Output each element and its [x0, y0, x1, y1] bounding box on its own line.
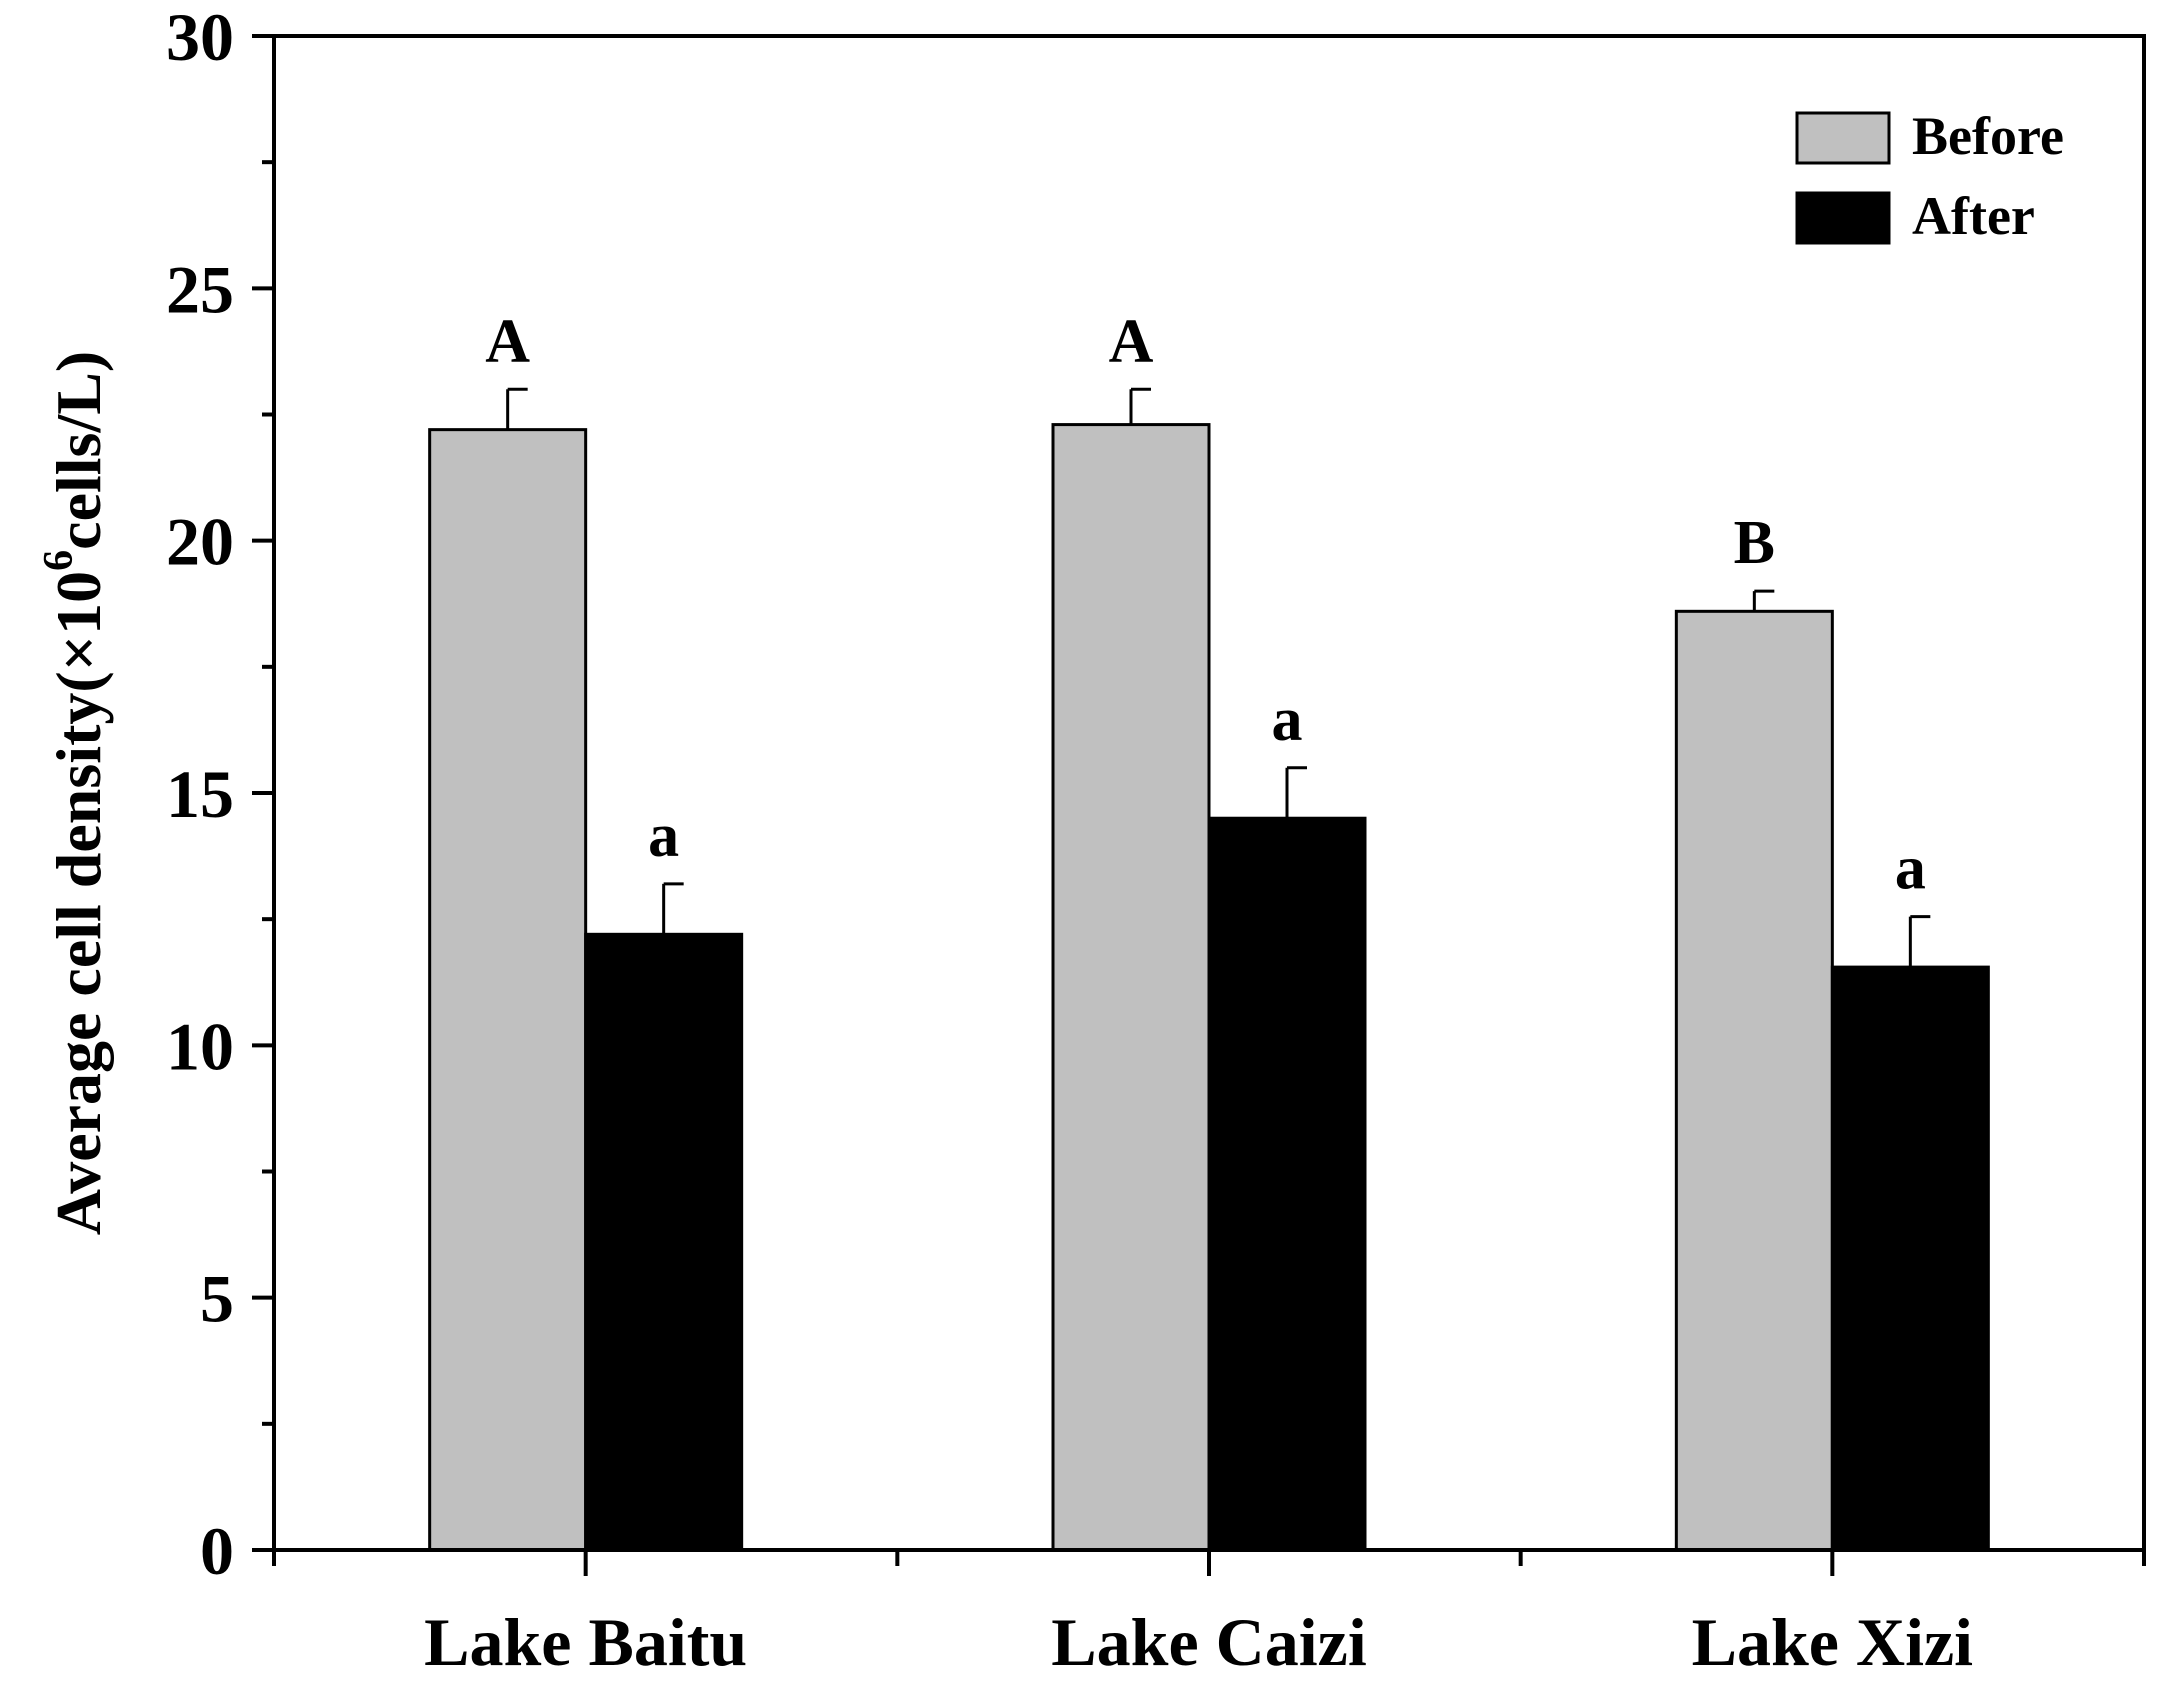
bar-before [428, 428, 588, 1552]
bar-after [1830, 965, 1990, 1552]
legend-label-before: Before [1912, 106, 2064, 166]
y-tick-label: 5 [200, 1261, 234, 1337]
error-bars [506, 387, 1931, 968]
y-tick-label: 20 [166, 504, 234, 580]
significance-letter: a [1272, 686, 1303, 754]
x-tick-label: Lake Baitu [424, 1604, 747, 1680]
x-tick-label: Lake Caizi [1051, 1604, 1366, 1680]
x-tick-label: Lake Xizi [1692, 1604, 1973, 1680]
legend-swatch-before [1795, 111, 1891, 165]
y-tick-label: 30 [166, 0, 234, 75]
significance-letter: a [648, 802, 679, 870]
bar-before [1051, 423, 1211, 1552]
y-axis-title-main: Average cell density(×10 [43, 571, 114, 1235]
legend-swatch-after [1795, 191, 1891, 245]
y-axis-title-end: cells/L) [43, 351, 114, 550]
y-tick-label: 0 [200, 1513, 234, 1589]
significance-letter: A [485, 307, 530, 375]
y-tick-label: 15 [166, 756, 234, 832]
plot-frame [272, 34, 2146, 1552]
x-axis-ticks: Lake Baitu Lake Caizi Lake Xizi [272, 1550, 2146, 1680]
y-axis-title-superscript: 6 [36, 550, 82, 571]
bars [428, 423, 1990, 1552]
bar-after [1207, 816, 1367, 1552]
significance-letter: A [1109, 307, 1154, 375]
significance-letter: B [1734, 509, 1775, 577]
legend: Before After [1795, 106, 2064, 246]
y-axis-ticks: 0 5 10 15 20 25 30 [166, 0, 274, 1589]
y-tick-label: 10 [166, 1008, 234, 1084]
y-tick-label: 25 [166, 251, 234, 327]
y-axis-title: Average cell density(×106cells/L) [36, 351, 114, 1236]
bar-before [1674, 609, 1834, 1552]
significance-letter: a [1895, 835, 1926, 903]
significance-labels: Aa Aa Ba [485, 307, 1926, 902]
legend-label-after: After [1912, 186, 2035, 246]
bar-after [584, 932, 744, 1552]
